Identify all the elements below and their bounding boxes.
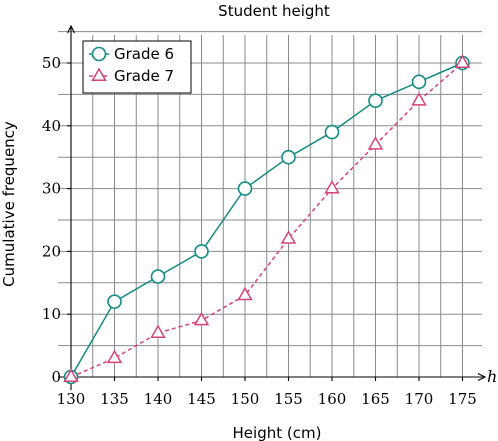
data-point-grade-6 [237, 181, 253, 196]
series-grade-6 [63, 55, 470, 385]
x-axis-variable: h [487, 367, 497, 386]
legend-label-grade-7: Grade 7 [114, 67, 174, 85]
data-point-grade-6 [194, 244, 209, 259]
data-point-grade-7 [324, 180, 340, 194]
chart-title: Student height [218, 2, 330, 20]
x-tick-label: 145 [187, 390, 216, 408]
data-point-grade-6 [324, 124, 340, 140]
series-grade-7 [63, 54, 471, 382]
data-point-grade-7 [106, 349, 123, 364]
data-point-grade-7 [454, 54, 471, 68]
data-point-grade-7 [280, 230, 297, 244]
x-axis-label: Height (cm) [233, 424, 322, 441]
data-point-grade-6 [281, 149, 296, 165]
data-point-grade-7 [411, 92, 427, 106]
data-point-grade-7 [237, 286, 253, 301]
x-tick-label: 150 [231, 390, 260, 408]
x-tick-label: 140 [144, 390, 173, 408]
x-tick-label: 155 [274, 390, 303, 408]
x-tick-label: 160 [318, 390, 347, 408]
tick-labels: 130 135 140 145 150 155 160 165 170 175 0 10 20 30 40 5… [42, 54, 477, 408]
data-point-grade-6 [411, 74, 427, 90]
x-axis-arrow [477, 373, 487, 381]
data-point-grade-7 [150, 324, 166, 338]
x-tick-label: 135 [100, 390, 129, 408]
y-axis-label: Cumulative frequency [0, 121, 18, 287]
y-tick-label: 40 [42, 117, 61, 135]
x-tick-label: 175 [448, 390, 477, 408]
x-tick-label: 130 [57, 390, 86, 408]
y-tick-label: 50 [42, 54, 61, 72]
series-line-grade-6 [70, 62, 463, 378]
y-tick-label: 0 [51, 368, 61, 386]
y-tick-label: 10 [42, 305, 61, 323]
legend: Grade 6 Grade 7 [82, 40, 192, 94]
y-tick-label: 20 [42, 242, 61, 260]
data-point-grade-6 [107, 294, 122, 309]
y-axis-arrow [67, 24, 75, 34]
axes [58, 24, 487, 390]
data-point-grade-7 [193, 311, 210, 326]
y-tick-label: 30 [42, 180, 61, 198]
legend-marker-grade-6 [91, 46, 107, 62]
data-point-grade-7 [367, 136, 384, 150]
x-tick-label: 170 [405, 390, 434, 408]
data-series [63, 54, 471, 385]
x-tick-label: 165 [361, 390, 390, 408]
legend-marker-grade-7 [91, 67, 107, 81]
data-point-grade-7 [63, 368, 79, 382]
legend-label-grade-6: Grade 6 [114, 45, 174, 63]
data-point-grade-6 [150, 269, 166, 284]
data-point-grade-6 [368, 93, 383, 108]
series-line-grade-7 [70, 62, 463, 378]
